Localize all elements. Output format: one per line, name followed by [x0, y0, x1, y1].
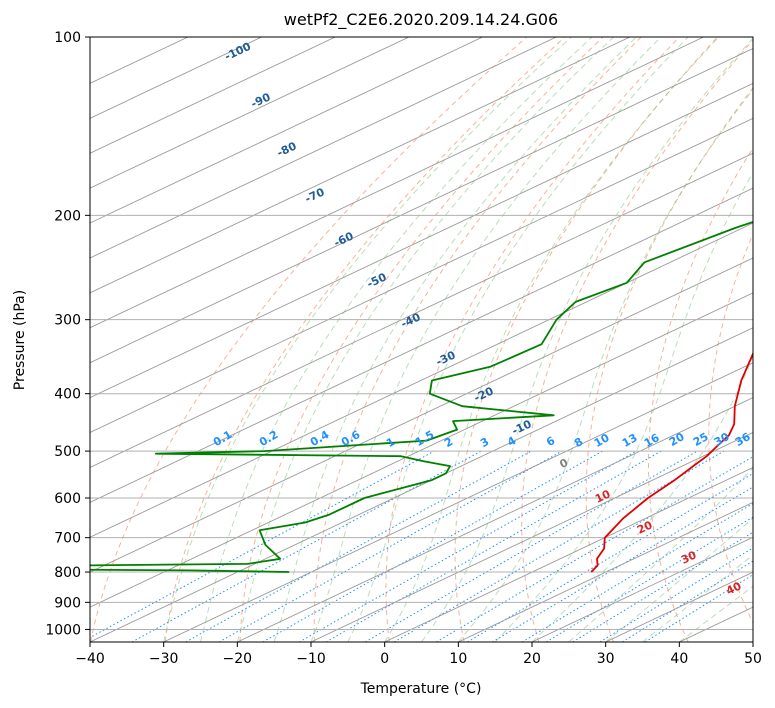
isotherm — [90, 117, 753, 434]
moist-adiabat — [568, 467, 753, 642]
isotherm — [90, 222, 753, 538]
y-axis: 100 200 300 400 500 600 700 800 900 1000 — [45, 30, 90, 638]
isotherm — [90, 48, 753, 364]
plot-area: -100-90-80-70-60-50-40-30-20-100.1 0.2 0.4… — [90, 37, 775, 642]
isotherm — [90, 37, 410, 189]
y-axis-label: Pressure (hPa) — [12, 290, 28, 390]
x-axis: −40 −30 −20 −10 0 10 20 30 40 50 — [75, 642, 762, 667]
isotherm — [90, 37, 704, 329]
mixing-ratio-line — [185, 450, 532, 642]
mixing-ratio-line — [546, 516, 753, 642]
mixing-ratio-line — [622, 560, 753, 642]
y-tick-label: 500 — [54, 444, 81, 460]
isotherm — [90, 327, 753, 642]
moist-adiabat — [163, 37, 572, 642]
mixing-ratio-line — [599, 547, 753, 642]
mixing-ratio-line — [131, 450, 482, 642]
dry-adiabat — [585, 87, 753, 642]
dry-adiabat — [90, 37, 528, 642]
moist-adiabat — [457, 88, 753, 642]
moist-adiabat — [605, 517, 753, 642]
isotherm — [90, 37, 631, 294]
x-tick-label: 0 — [380, 651, 389, 667]
y-tick-label: 400 — [54, 387, 81, 403]
isotherm — [90, 37, 557, 259]
y-tick-label: 900 — [54, 595, 81, 611]
isotherm — [90, 152, 753, 468]
isotherm — [90, 257, 753, 573]
sounding-series — [90, 221, 753, 573]
dry-adiabat — [648, 146, 753, 642]
isotherm — [90, 37, 336, 154]
isotherm-label-positive: 40 — [724, 579, 744, 597]
isotherm — [458, 501, 753, 642]
dry-adiabat — [767, 37, 775, 642]
x-tick-label: −40 — [75, 651, 105, 667]
moist-adiabat — [384, 37, 720, 642]
pressure-gridlines — [90, 37, 753, 630]
x-tick-label: 20 — [523, 651, 541, 667]
x-tick-label: −10 — [296, 651, 326, 667]
moist-adiabat — [421, 37, 753, 642]
isotherm — [90, 187, 753, 503]
mixing-ratio-line — [467, 472, 753, 642]
isotherm — [90, 292, 753, 608]
x-tick-label: −30 — [149, 651, 179, 667]
isotherm — [531, 536, 753, 642]
isotherm — [163, 362, 753, 642]
dry-adiabats — [90, 37, 775, 642]
moist-adiabat — [200, 37, 593, 642]
moist-adiabat — [531, 355, 753, 642]
isotherm-label-positive: 20 — [635, 518, 655, 536]
y-tick-label: 1000 — [45, 622, 81, 638]
isotherm — [90, 82, 753, 399]
y-tick-label: 800 — [54, 565, 81, 581]
plot-frame — [89, 36, 754, 643]
isotherm — [384, 466, 753, 642]
mixing-ratio-line — [365, 450, 698, 642]
mixing-ratio-line — [325, 450, 662, 642]
x-tick-label: 40 — [670, 651, 688, 667]
mixing-ratio-line — [90, 450, 435, 639]
x-tick-label: 30 — [597, 651, 615, 667]
x-tick-label: 10 — [449, 651, 467, 667]
y-tick-label: 300 — [54, 313, 81, 329]
mixing-ratio-line — [644, 574, 753, 642]
dry-adiabat — [313, 37, 642, 642]
chart-title: wetPf2_C2E6.2020.209.14.24.G06 — [284, 10, 558, 30]
moist-adiabat — [347, 37, 689, 642]
isotherm-label-positive: 10 — [593, 487, 613, 505]
y-tick-label: 700 — [54, 531, 81, 547]
dry-adiabat — [521, 39, 753, 642]
isotherm-label-positive: 30 — [679, 548, 699, 566]
isotherm — [237, 397, 753, 642]
isotherms — [90, 37, 753, 642]
mixing-ratio-line — [218, 450, 563, 642]
dry-adiabat — [454, 37, 718, 642]
moist-adiabat — [273, 37, 637, 642]
x-axis-label: Temperature (°C) — [360, 681, 482, 697]
dry-adiabat — [385, 37, 680, 642]
isotherm — [90, 37, 483, 224]
y-tick-label: 600 — [54, 491, 81, 507]
y-tick-label: 200 — [54, 208, 81, 224]
x-tick-label: −20 — [223, 651, 253, 667]
isotherm — [310, 432, 753, 642]
moist-adiabat — [236, 37, 614, 642]
y-tick-label: 100 — [54, 30, 81, 46]
mixing-ratio-line — [572, 531, 753, 642]
isotherm — [752, 641, 753, 642]
x-tick-label: 50 — [744, 651, 762, 667]
temperature-line — [590, 351, 753, 573]
dewpoint-line — [90, 221, 753, 573]
mixing-ratio-line — [262, 450, 603, 642]
